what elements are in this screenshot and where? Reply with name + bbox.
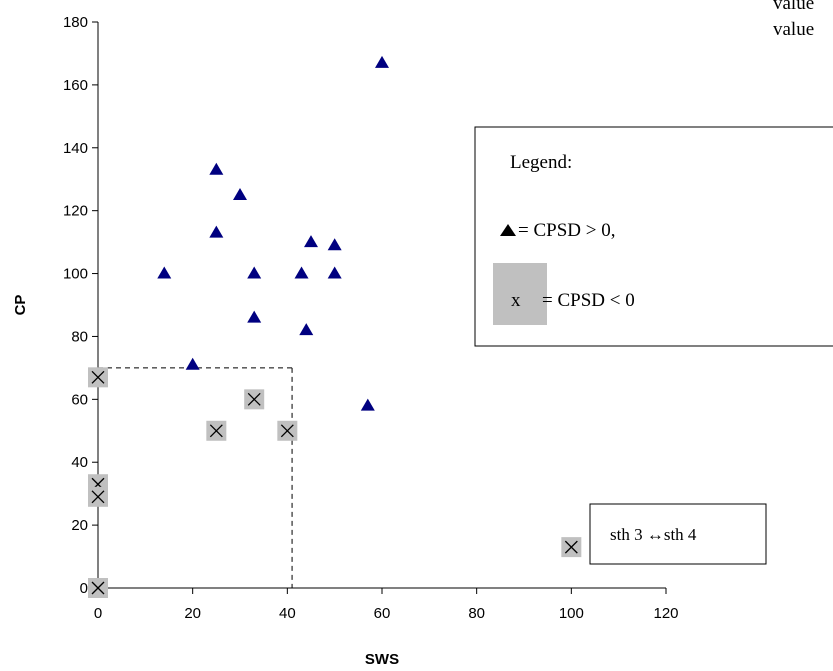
y-tick-label: 100 [63,266,88,283]
x-tick-label: 20 [184,605,201,622]
y-tick-label: 80 [71,328,88,345]
partial-text-line-2: value [773,19,814,40]
y-tick-label: 140 [63,140,88,157]
x-box-point [277,420,298,441]
x-box-point [88,367,108,388]
triangle-point [157,266,172,279]
x-tick-label: 120 [653,605,678,622]
y-tick-label: 20 [71,517,88,534]
x-box-point [88,486,108,507]
x-axis-title: SWS [365,651,399,668]
legend-x-glyph: x [511,290,521,311]
triangle-point [327,266,342,279]
x-tick-label: 0 [94,605,102,622]
triangle-point [209,225,224,238]
x-box-point [88,578,108,598]
x-tick-label: 60 [374,605,391,622]
legend-title: Legend: [510,152,572,173]
triangle-point [247,310,262,323]
legend-x-swatch [493,263,547,325]
x-tick-label: 100 [559,605,584,622]
triangle-point [327,238,342,251]
y-tick-label: 160 [63,77,88,94]
legend: Legend: = CPSD > 0, x = CPSD < 0 [474,126,833,347]
y-tick-label: 0 [80,580,88,597]
annotation-text: sth 3 ↔sth 4 [610,525,697,544]
y-ticks: 0 20 40 60 80 100 120 140 160 180 [63,14,98,597]
partial-text-line-1: value [773,0,814,14]
x-box-point [561,537,582,558]
legend-triangle-icon [500,224,516,236]
triangle-point [299,323,314,336]
data-markers [88,55,582,598]
y-tick-label: 60 [71,391,88,408]
legend-x-label: = CPSD < 0 [542,290,635,311]
x-tick-label: 80 [468,605,485,622]
triangle-point [375,55,389,68]
triangle-point [360,398,375,411]
threshold-lines [98,367,293,588]
y-tick-label: 120 [63,203,88,220]
triangle-point [247,266,262,279]
legend-triangle-label: = CPSD > 0, [518,220,615,241]
y-tick-label: 40 [71,454,88,471]
x-tick-label: 40 [279,605,296,622]
annotation-box [589,503,767,565]
y-axis-title: CP [12,295,29,316]
triangle-point [304,235,318,248]
y-tick-label: 180 [63,14,88,31]
triangle-point [209,162,224,175]
annotation: sth 3 ↔sth 4 [589,503,767,565]
x-box-point [244,389,265,410]
triangle-point [185,357,200,370]
partial-text-top-right: value value [773,0,814,40]
x-ticks: 0 20 40 60 80 100 120 [94,588,679,622]
triangle-point [233,187,247,200]
triangle-point [294,266,309,279]
x-box-point [206,420,227,441]
